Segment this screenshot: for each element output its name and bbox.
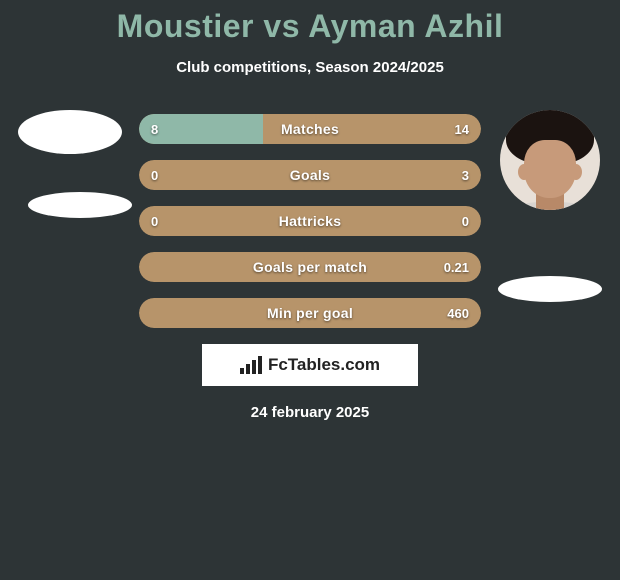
date-line: 24 february 2025 — [0, 404, 620, 421]
stat-right-value: 14 — [455, 114, 469, 144]
stat-row-goals-per-match: Goals per match 0.21 — [139, 252, 481, 282]
stat-label: Hattricks — [139, 206, 481, 236]
subtitle: Club competitions, Season 2024/2025 — [0, 59, 620, 76]
brand-text: FcTables.com — [268, 355, 380, 375]
stat-label: Goals per match — [139, 252, 481, 282]
stat-row-hattricks: 0 Hattricks 0 — [139, 206, 481, 236]
stat-row-matches: 8 Matches 14 — [139, 114, 481, 144]
stat-right-value: 0.21 — [444, 252, 469, 282]
stats-area: 8 Matches 14 0 Goals 3 0 Hattricks 0 Goa… — [0, 114, 620, 421]
stat-label: Goals — [139, 160, 481, 190]
stat-right-value: 3 — [462, 160, 469, 190]
stat-label: Matches — [139, 114, 481, 144]
stat-row-goals: 0 Goals 3 — [139, 160, 481, 190]
brand-box[interactable]: FcTables.com — [202, 344, 418, 386]
page-title: Moustier vs Ayman Azhil — [0, 0, 620, 45]
stat-row-min-per-goal: Min per goal 460 — [139, 298, 481, 328]
bar-chart-icon — [240, 356, 262, 374]
stat-right-value: 0 — [462, 206, 469, 236]
stat-right-value: 460 — [447, 298, 469, 328]
stat-label: Min per goal — [139, 298, 481, 328]
